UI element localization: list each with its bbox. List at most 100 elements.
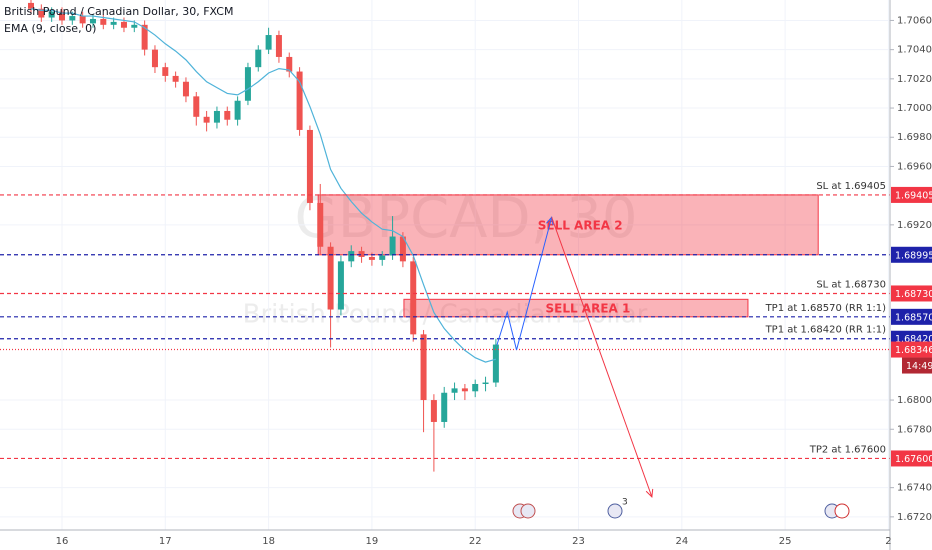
watermark-sub: British Pound / Canadian Dollar — [243, 300, 648, 330]
candle-body — [120, 21, 127, 28]
y-tick-label: 1.70000 — [897, 103, 932, 114]
candle-body — [162, 67, 169, 76]
candle-body — [193, 96, 200, 117]
candle-body — [255, 49, 262, 68]
price-tag-label: 1.68420 — [895, 334, 932, 345]
candle-body — [482, 382, 489, 384]
candle-body — [244, 67, 251, 101]
event-icons: 3 — [512, 498, 850, 519]
candle-body — [182, 81, 189, 97]
candle-body — [100, 18, 107, 25]
watermark: GBPCAD, 30 — [295, 186, 638, 251]
candle-body — [234, 100, 241, 120]
candle-body — [69, 16, 76, 21]
candle-body — [410, 261, 417, 335]
candle-body — [348, 251, 355, 262]
y-tick-label: 1.69600 — [897, 161, 932, 172]
level-label: TP1 at 1.68420 (RR 1:1) — [765, 325, 887, 336]
y-tick-label: 1.67800 — [897, 424, 932, 435]
price-tag-label: 1.68346 — [895, 345, 932, 356]
y-tick-label: 1.70400 — [897, 45, 932, 56]
legend-title: British Pound / Canadian Dollar, 30, FXC… — [4, 5, 233, 18]
price-tag-label: 1.68570 — [895, 312, 932, 323]
candle-body — [151, 49, 158, 68]
price-tag-label: 1.68995 — [895, 250, 932, 261]
x-tick-label: 17 — [159, 536, 172, 547]
price-tag — [891, 285, 932, 302]
candle-body — [79, 16, 86, 24]
candle-body — [451, 388, 458, 393]
legend-indicator: EMA (9, close, 0) — [4, 22, 96, 35]
candle-body — [58, 11, 65, 21]
candle-body — [337, 261, 344, 310]
event-icon — [834, 503, 850, 519]
candle-body — [38, 8, 45, 18]
countdown-tag — [902, 357, 932, 374]
y-tick-label: 1.69200 — [897, 220, 932, 231]
candle-body — [265, 35, 272, 50]
event-badge: 3 — [622, 498, 628, 508]
x-tick-label: 23 — [572, 536, 585, 547]
zone-label: SELL AREA 2 — [538, 218, 623, 232]
level-label: TP1 at 1.68570 (RR 1:1) — [765, 303, 887, 314]
price-tag — [891, 186, 932, 203]
countdown-label: 14:49 — [906, 361, 932, 372]
candle-body — [472, 383, 479, 392]
zone-label: SELL AREA 1 — [546, 302, 631, 316]
candle-body — [389, 236, 396, 256]
x-tick-label: 25 — [779, 536, 792, 547]
candle-body — [172, 75, 179, 82]
arrow-path — [496, 217, 553, 351]
level-label: SL at 1.69405 — [816, 181, 886, 192]
candle-body — [131, 24, 138, 28]
price-tag-label: 1.69405 — [895, 190, 932, 201]
candle-body — [358, 251, 365, 257]
candle-body — [48, 11, 55, 18]
candle-body — [420, 334, 427, 401]
candle-body — [224, 110, 231, 120]
x-tick-label: 24 — [675, 536, 688, 547]
candle-body — [275, 35, 282, 57]
candle-body — [461, 388, 468, 392]
event-icon — [520, 503, 536, 519]
price-tag — [891, 450, 932, 467]
level-label: TP2 at 1.67600 — [809, 444, 886, 455]
x-tick-label: 18 — [262, 536, 275, 547]
price-tag — [891, 246, 932, 263]
candle-body — [213, 110, 220, 123]
price-tag-label: 1.68730 — [895, 289, 932, 300]
candle-body — [306, 129, 313, 203]
candle-body — [317, 202, 324, 247]
arrow-head — [645, 488, 654, 498]
ema-line — [30, 8, 497, 363]
candle-body — [327, 246, 334, 310]
price-tag-label: 1.67600 — [895, 454, 932, 465]
candle-body — [27, 2, 34, 9]
price-tag — [891, 308, 932, 325]
candle-body — [203, 116, 210, 123]
y-tick-label: 1.70600 — [897, 15, 932, 26]
y-tick-label: 1.70200 — [897, 74, 932, 85]
candle-body — [492, 344, 499, 383]
level-label: SL at 1.68730 — [816, 279, 886, 290]
x-tick-label: 22 — [469, 536, 482, 547]
arrow-path — [551, 217, 653, 498]
candle-body — [89, 18, 96, 24]
candle-body — [430, 400, 437, 422]
x-tick-label: 19 — [366, 536, 379, 547]
candle-body — [399, 236, 406, 262]
price-tag — [891, 341, 932, 358]
plot: SELL AREA 2 SELL AREA 1 — [0, 0, 890, 530]
candle-body — [141, 24, 148, 50]
y-tick-label: 1.69800 — [897, 132, 932, 143]
y-tick-label: 1.67200 — [897, 512, 932, 523]
y-tick-label: 1.68000 — [897, 395, 932, 406]
candle-body — [441, 392, 448, 422]
event-icon — [607, 503, 623, 519]
candle-body — [296, 71, 303, 130]
candle-body — [286, 56, 293, 72]
x-tick-label: 2 — [885, 536, 891, 547]
candle-body — [368, 256, 375, 260]
